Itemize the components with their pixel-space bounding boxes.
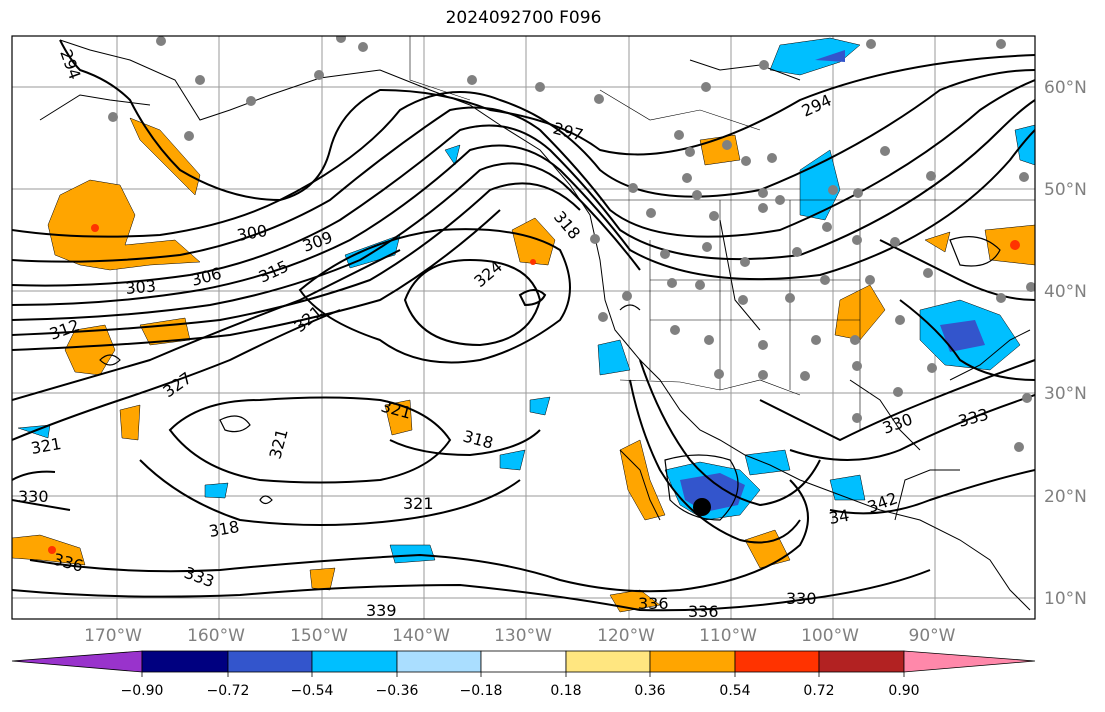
latitude-label: 10°N [1044,589,1087,609]
station-markers [108,36,1035,452]
colorbar-tick-label: 0.36 [634,683,666,699]
colorbar-tick-label: 0.18 [550,683,582,699]
longitude-label: 150°W [290,626,348,646]
longitude-label: 130°W [494,626,552,646]
longitude-label: 90°W [908,626,956,646]
svg-text:34: 34 [827,506,850,528]
colorbar [11,650,1036,677]
latitude-label: 40°N [1044,282,1087,302]
contours [12,39,1035,612]
longitude-label: 120°W [597,626,655,646]
longitude-label: 100°W [801,626,859,646]
coastlines [39,39,1031,611]
svg-text:330: 330 [786,589,817,608]
longitude-label: 160°W [187,626,245,646]
colorbar-tick-label: 0.72 [803,683,835,699]
storm-center-marker [693,498,711,516]
svg-text:339: 339 [366,601,397,620]
colorbar-extension-low [11,650,143,673]
longitude-label: 110°W [699,626,757,646]
colorbar-tick-label: −0.54 [290,683,334,699]
svg-text:321: 321 [403,494,434,513]
svg-text:330: 330 [18,487,49,506]
longitude-label: 140°W [392,626,450,646]
svg-text:336: 336 [688,602,719,621]
colorbar-tick-label: −0.18 [459,683,503,699]
colorbar-tick-label: 0.90 [888,683,920,699]
colorbar-extension-high [903,650,1036,673]
positive-shading [12,117,1035,613]
colorbar-tick-label: −0.36 [375,683,419,699]
colorbar-tick-label: −0.72 [206,683,250,699]
thin-contours [99,236,1001,521]
map-title: 2024092700 F096 [445,8,602,28]
colorbar-tick-label: −0.90 [120,683,164,699]
svg-text:303: 303 [125,276,157,298]
colorbar-tick-label: 0.54 [719,683,751,699]
latitude-label: 60°N [1044,78,1087,98]
svg-text:336: 336 [638,594,669,613]
longitude-label: 170°W [84,626,142,646]
latitude-label: 30°N [1044,384,1087,404]
latitude-label: 50°N [1044,180,1087,200]
map-frame [11,35,1036,620]
strong-positive-shading [48,224,1020,554]
latitude-label: 20°N [1044,487,1087,507]
